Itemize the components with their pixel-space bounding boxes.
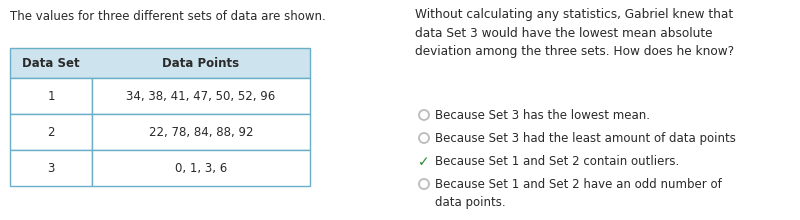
Text: 34, 38, 41, 47, 50, 52, 96: 34, 38, 41, 47, 50, 52, 96 (126, 90, 276, 103)
Bar (92, 150, 310, 186)
Text: Data Set: Data Set (22, 57, 80, 70)
Text: 3: 3 (47, 161, 54, 174)
Text: 0, 1, 3, 6: 0, 1, 3, 6 (175, 161, 227, 174)
Bar (10, 78, 92, 114)
Bar (10, 150, 92, 186)
Text: Because Set 3 had the least amount of data points: Because Set 3 had the least amount of da… (435, 132, 736, 145)
Text: 1: 1 (47, 90, 54, 103)
Text: Because Set 1 and Set 2 contain outliers.: Because Set 1 and Set 2 contain outliers… (435, 155, 679, 168)
Bar (92, 114, 310, 150)
Text: ✓: ✓ (418, 155, 430, 169)
Text: The values for three different sets of data are shown.: The values for three different sets of d… (10, 10, 326, 23)
Text: 22, 78, 84, 88, 92: 22, 78, 84, 88, 92 (149, 125, 254, 139)
Text: Data Points: Data Points (162, 57, 239, 70)
Bar (10, 114, 92, 150)
Text: Because Set 3 has the lowest mean.: Because Set 3 has the lowest mean. (435, 109, 650, 122)
Text: 2: 2 (47, 125, 54, 139)
Bar (10, 48, 310, 78)
Bar (92, 78, 310, 114)
Text: Without calculating any statistics, Gabriel knew that
data Set 3 would have the : Without calculating any statistics, Gabr… (415, 8, 734, 58)
Text: Because Set 1 and Set 2 have an odd number of
data points.: Because Set 1 and Set 2 have an odd numb… (435, 178, 722, 209)
